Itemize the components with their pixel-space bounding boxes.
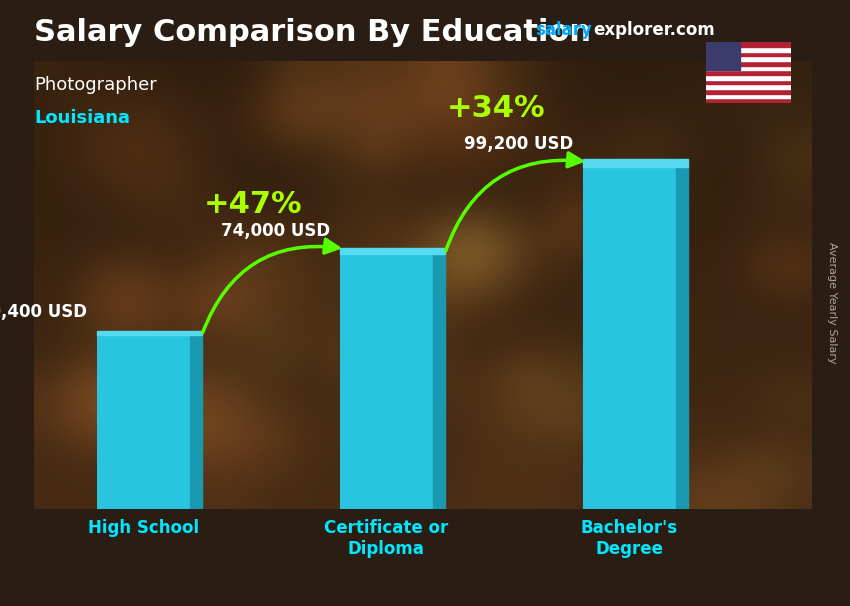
Bar [706, 52, 791, 56]
Text: salary: salary [536, 21, 592, 39]
Bar [706, 42, 740, 70]
Bar [706, 56, 791, 61]
Bar [706, 42, 791, 47]
Bar [190, 335, 201, 509]
Bar [706, 84, 791, 89]
Bar [433, 254, 445, 509]
Bar [706, 98, 791, 103]
Bar [97, 335, 190, 509]
Bar [583, 159, 688, 167]
Bar [706, 47, 791, 52]
Text: Salary Comparison By Education: Salary Comparison By Education [34, 18, 591, 47]
Text: Louisiana: Louisiana [34, 109, 130, 127]
Bar [583, 167, 676, 509]
Bar [676, 167, 688, 509]
Text: Photographer: Photographer [34, 76, 156, 94]
Bar [97, 331, 201, 335]
Bar [706, 75, 791, 80]
Text: 50,400 USD: 50,400 USD [0, 304, 88, 321]
Bar [706, 61, 791, 65]
Text: +34%: +34% [446, 95, 545, 124]
Bar [706, 89, 791, 94]
Bar [706, 65, 791, 70]
Bar [340, 254, 433, 509]
Bar [706, 94, 791, 98]
Bar [340, 248, 445, 254]
Text: 74,000 USD: 74,000 USD [221, 222, 331, 240]
Text: Average Yearly Salary: Average Yearly Salary [827, 242, 837, 364]
Text: explorer.com: explorer.com [593, 21, 715, 39]
Bar [706, 70, 791, 75]
Bar [706, 80, 791, 84]
Text: 99,200 USD: 99,200 USD [464, 135, 574, 153]
Text: +47%: +47% [203, 190, 302, 219]
